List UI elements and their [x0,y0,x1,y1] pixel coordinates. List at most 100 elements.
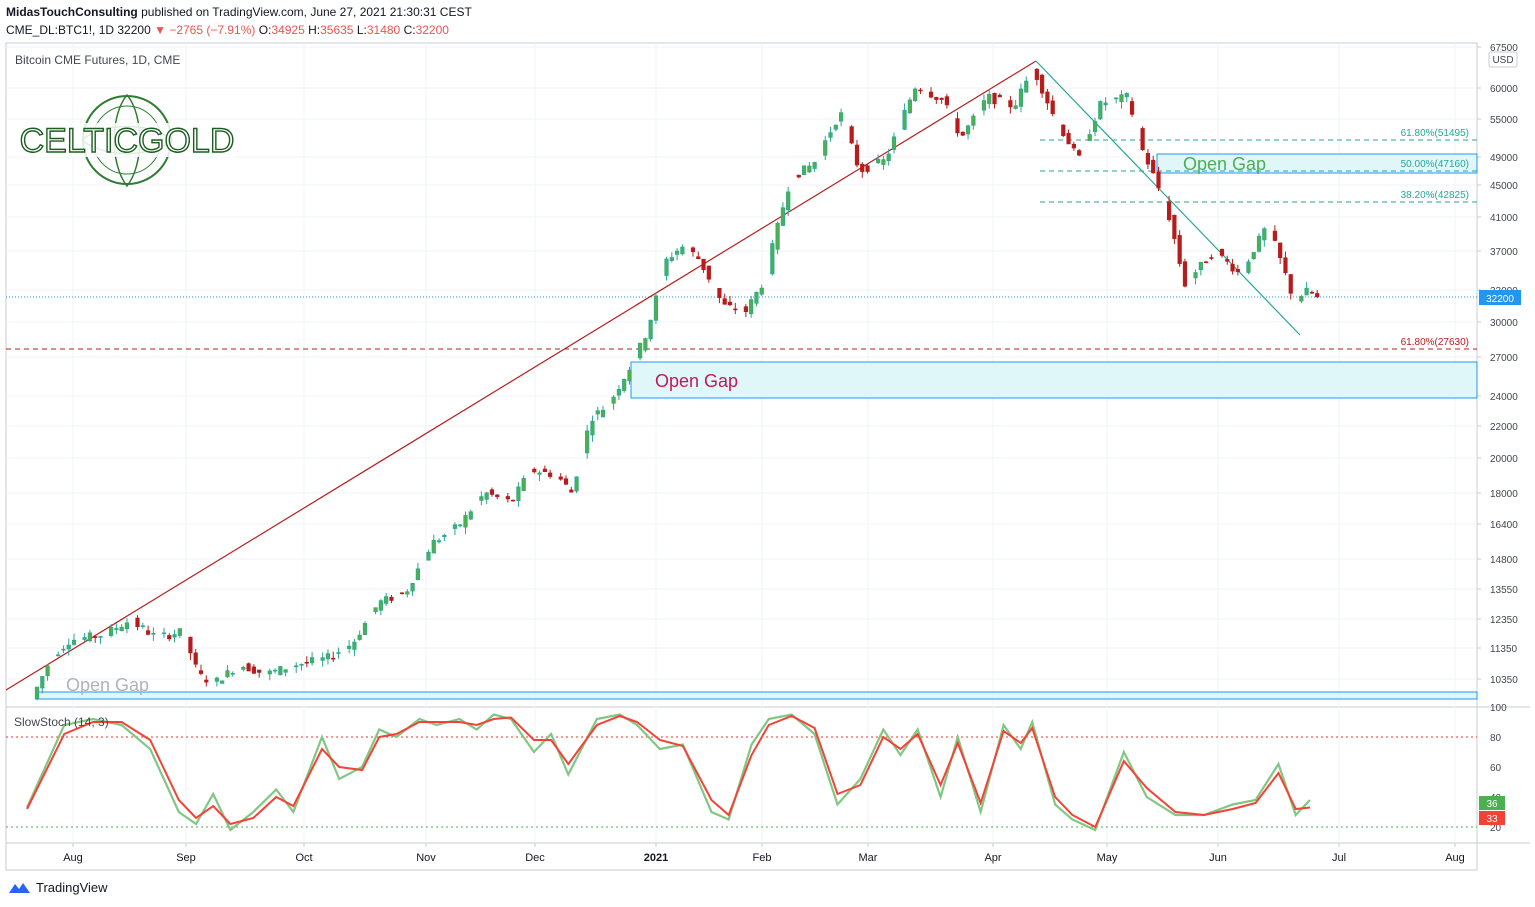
stoch-k-value: 36 [1486,799,1498,810]
candle-body [511,499,516,502]
candle-body [860,163,865,172]
price-tick-label: 41000 [1490,213,1518,224]
candle-body [119,626,124,632]
time-tick-label: Nov [416,852,436,864]
candle-body [145,630,151,635]
time-tick-label: Mar [859,852,878,864]
candle-body [669,257,674,261]
candle-body [505,496,510,500]
time-tick-label: Sep [176,852,196,864]
candle-body [246,663,251,672]
candle-body [675,250,680,255]
candle-body [574,476,579,492]
candle-body [542,468,547,472]
candle-body [833,124,838,130]
open-gap-label-low: Open Gap [66,675,149,695]
candle-body [1225,259,1230,262]
candle-body [204,679,209,683]
candle-body [595,410,600,415]
indicator-label: SlowStoch (14, 3) [14,715,109,729]
candle-body [71,639,77,645]
open-gap-label-high: Open Gap [1183,154,1266,174]
candle-body [865,165,870,172]
candle-body [172,634,177,638]
candle-body [812,162,817,169]
candle-body [653,295,659,321]
candle-body [1008,100,1013,108]
open-value: 34925 [271,23,305,37]
footer[interactable]: TradingView [8,880,108,895]
footer-brand: TradingView [36,880,108,895]
candle-body [1145,153,1151,165]
open-gap-box-high[interactable] [1156,153,1478,174]
candle-body [1018,88,1024,107]
candle-body [727,301,733,306]
currency-badge[interactable] [1488,51,1518,68]
candle-body [98,636,103,638]
candle-body [622,378,627,391]
candle-body [807,165,812,173]
price-axis: 6750060000550004900045000410003700033000… [6,43,1518,686]
fib-500-label: 50.00%(47160) [1401,159,1469,170]
time-tick-label: May [1097,852,1118,864]
open-gap-box-mid[interactable] [630,361,1478,399]
publisher-name[interactable]: MidasTouchConsulting [6,5,138,19]
candle-body [955,118,960,134]
candle-body [1256,235,1262,252]
fib-618-lower-label: 61.80%(27630) [1401,337,1469,348]
candle-body [1182,261,1188,287]
candle-body [1219,248,1225,256]
candle-body [1283,257,1288,274]
candle-body [61,648,66,651]
candle-body [484,492,489,500]
price-tick-label: 13550 [1490,585,1518,596]
candle-body [770,243,775,275]
price-tick-label: 60000 [1490,84,1518,95]
candle-body [267,670,272,675]
time-tick-label: Feb [753,852,772,864]
downtrend-line[interactable] [1035,60,1301,336]
time-tick-label: Apr [984,852,1001,864]
candle-body [331,657,336,660]
candle-body [1050,100,1055,115]
candle-body [299,663,304,666]
candle-body [357,634,362,640]
candle-body [66,644,71,650]
candle-body [944,96,950,106]
candle-body [786,191,791,211]
candle-body [664,258,669,276]
candle-body [854,144,860,166]
stoch-k-line [26,713,1311,832]
candle-body [442,535,447,538]
price-tick-label: 24000 [1490,392,1518,403]
candle-body [495,494,500,497]
candle-body [722,298,727,305]
open-gap-box-low[interactable] [35,691,1478,700]
candle-body [886,153,891,162]
symbol-label: CME_DL:BTC1!, 1D [6,23,115,37]
time-tick-label: Oct [295,852,312,864]
candle-body [230,672,235,675]
candle-body [913,88,918,102]
candle-body [198,670,204,674]
candles [34,68,1320,701]
price-tick-label: 45000 [1490,181,1518,192]
candle-body [585,430,590,454]
candle-body [1193,272,1198,279]
stoch-d-badge [1479,811,1505,825]
candle-body [463,515,468,528]
close-value: 32200 [415,23,449,37]
candle-body [436,540,442,543]
candle-body [193,652,198,665]
candle-body [1272,230,1277,241]
candle-body [743,306,748,313]
candle-body [1299,296,1304,302]
candle-body [960,131,965,136]
publisher-line: MidasTouchConsulting published on Tradin… [6,5,472,19]
candle-body [114,628,119,630]
candle-body [796,174,801,178]
candle-body [780,207,786,226]
candle-body [749,299,754,315]
candle-body [336,652,341,654]
